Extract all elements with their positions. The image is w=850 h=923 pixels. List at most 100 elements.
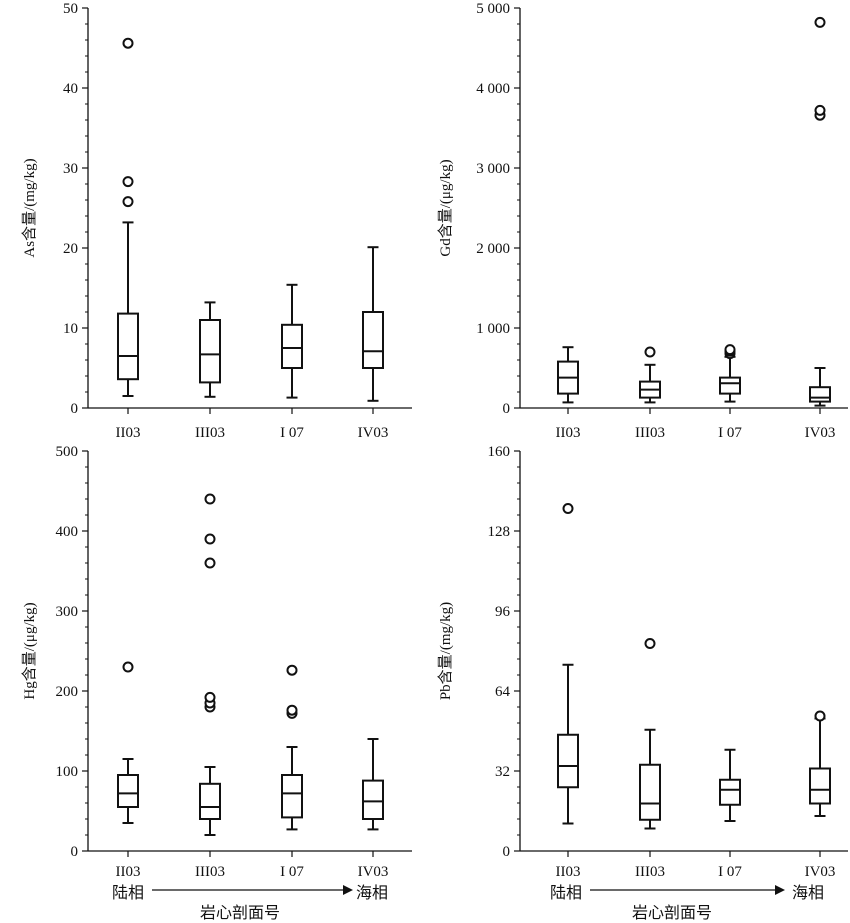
outlier-point: [122, 196, 134, 208]
x-tick-label: I 07: [280, 425, 304, 441]
x-tick-label: IV03: [805, 864, 836, 880]
x-tick-label: IV03: [805, 425, 836, 441]
panel-4: 0 32 64 96 128 160 Pb含量/(mg/kg) II03 III03 I 07 IV…: [437, 444, 848, 880]
footer-right-end-label: 海相: [792, 884, 824, 902]
outlier-point: [814, 104, 826, 116]
outlier-point: [204, 691, 216, 703]
outlier-point: [644, 638, 656, 649]
iqr-box: [281, 323, 303, 369]
x-tick-label: I 07: [280, 864, 304, 880]
y-tick-label: 64: [495, 684, 511, 700]
iqr-box: [199, 319, 221, 384]
footer-left: 陆相 海相 岩心剖面号: [112, 884, 388, 922]
footer-right-caption: 岩心剖面号: [632, 904, 712, 922]
y-tick-label: 32: [495, 764, 510, 780]
x-tick-label: II03: [556, 425, 581, 441]
box-1: [117, 661, 139, 824]
outlier-point: [122, 37, 134, 49]
x-tick-label: IV03: [358, 864, 389, 880]
y-tick-label: 3 000: [476, 161, 510, 177]
y-tick-label: 96: [495, 604, 511, 620]
x-tick-label: II03: [116, 864, 141, 880]
y-tick-label: 0: [71, 844, 79, 860]
panel-2: 0 1 000 2 000 3 000 4 000 5 000 Gd含量/(μg/kg) II…: [437, 1, 848, 441]
box-2: [199, 301, 221, 398]
y-tick-label: 400: [56, 524, 79, 540]
y-axis-label: Hg含量/(μg/kg): [21, 602, 38, 699]
box-3: [281, 664, 303, 831]
y-axis-label: Pb含量/(mg/kg): [437, 602, 454, 700]
outlier-point: [814, 710, 826, 722]
x-tick-label: II03: [116, 425, 141, 441]
x-tick-label: I 07: [718, 425, 742, 441]
y-tick-label: 0: [503, 844, 511, 860]
y-tick-label: 5 000: [476, 1, 510, 17]
y-tick-label: 4 000: [476, 81, 510, 97]
y-tick-label: 128: [488, 524, 511, 540]
footer-left-caption: 岩心剖面号: [200, 904, 280, 922]
outlier-point: [644, 346, 656, 358]
y-tick-label: 40: [63, 81, 78, 97]
footer-left-start-label: 陆相: [112, 884, 144, 902]
y-tick-label: 0: [503, 401, 511, 417]
iqr-box: [117, 312, 139, 381]
box-3: [281, 283, 303, 399]
footer-left-arrow-head: [343, 885, 353, 895]
x-tick-label: I 07: [718, 864, 742, 880]
box-2: [639, 638, 661, 830]
y-tick-label: 2 000: [476, 241, 510, 257]
iqr-box: [199, 782, 221, 820]
outlier-point: [204, 533, 216, 545]
outlier-point: [204, 557, 216, 569]
x-tick-label: II03: [556, 864, 581, 880]
outlier-point: [286, 664, 298, 676]
x-tick-label: IV03: [358, 425, 389, 441]
y-axis-label: As含量/(mg/kg): [21, 158, 38, 257]
outlier-point: [122, 176, 134, 188]
y-tick-label: 160: [488, 444, 511, 460]
y-tick-label: 30: [63, 161, 78, 177]
y-tick-label: 1 000: [476, 321, 510, 337]
x-tick-label: III03: [195, 425, 225, 441]
box-1: [117, 37, 139, 397]
box-4: [809, 16, 831, 407]
x-tick-label: III03: [635, 864, 665, 880]
iqr-box: [809, 767, 831, 805]
box-4: [809, 710, 831, 817]
y-tick-label: 50: [63, 1, 78, 17]
outlier-point: [814, 16, 826, 28]
y-tick-label: 100: [56, 764, 79, 780]
box-3: [719, 748, 741, 822]
y-tick-label: 20: [63, 241, 78, 257]
footer-left-end-label: 海相: [356, 884, 388, 902]
outlier-point: [204, 493, 216, 505]
y-tick-label: 200: [56, 684, 79, 700]
box-2: [639, 346, 661, 404]
box-1: [557, 503, 579, 825]
iqr-box: [117, 774, 139, 808]
iqr-box: [719, 376, 741, 395]
iqr-box: [809, 386, 831, 403]
footer-right-start-label: 陆相: [550, 884, 582, 902]
box-1: [557, 346, 579, 404]
panel-3: 0 100 200 300 400 500 Hg含量/(μg/kg) II03 III03 I 0…: [21, 444, 412, 880]
iqr-box: [719, 778, 741, 806]
box-2: [199, 493, 221, 836]
iqr-box: [557, 733, 579, 789]
outlier-point: [724, 344, 736, 356]
iqr-box: [281, 774, 303, 819]
outlier-point: [286, 704, 298, 716]
x-tick-label: III03: [195, 864, 225, 880]
box-4: [362, 738, 384, 831]
footer-right: 陆相 海相 岩心剖面号: [550, 884, 824, 922]
outlier-point: [122, 661, 134, 673]
footer-right-arrow-head: [775, 885, 785, 895]
y-tick-label: 10: [63, 321, 78, 337]
y-tick-label: 500: [56, 444, 79, 460]
y-tick-label: 300: [56, 604, 79, 620]
box-4: [362, 246, 384, 402]
x-tick-label: III03: [635, 425, 665, 441]
iqr-box: [362, 779, 384, 820]
y-axis-label: Gd含量/(μg/kg): [437, 159, 454, 256]
